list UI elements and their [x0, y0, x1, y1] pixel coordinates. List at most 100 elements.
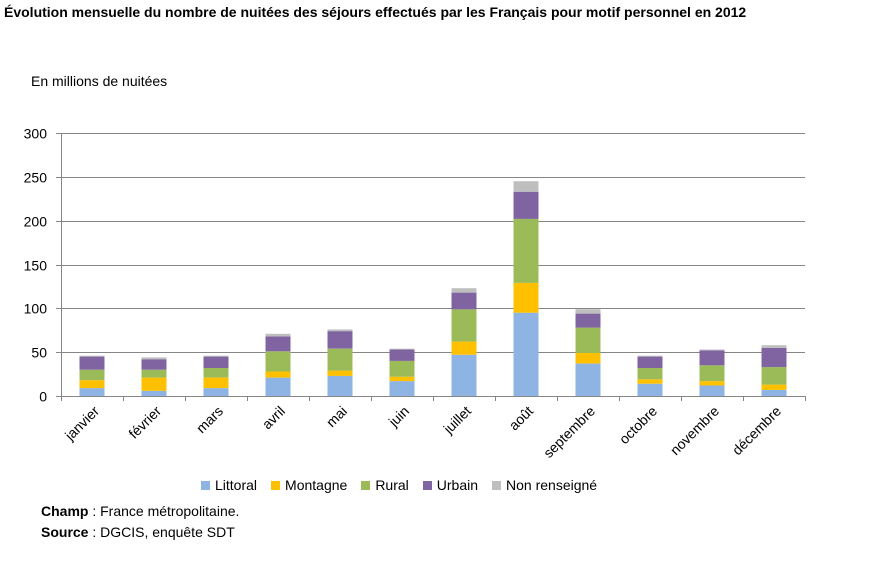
bar-segment [761, 367, 787, 385]
bar-segment [79, 355, 105, 357]
legend: Littoral Montagne Rural Urbain Non renseigné [201, 477, 611, 493]
y-tick-label: 100 [24, 301, 48, 317]
bar-segment [203, 377, 229, 389]
x-tick-label: juin [385, 403, 412, 430]
x-tick-label: décembre [729, 403, 784, 458]
bar-segment [761, 347, 787, 368]
footnotes: Champ : France métropolitaine. Source : … [41, 501, 239, 543]
bar-segment [451, 354, 477, 396]
bar-segment [637, 383, 663, 396]
bar-segment [79, 380, 105, 389]
bar-segment [389, 376, 415, 382]
gridlines [61, 133, 805, 353]
legend-label: Montagne [285, 477, 348, 493]
y-tick-label: 250 [24, 170, 48, 186]
bar-segment [451, 309, 477, 342]
legend-label: Littoral [215, 477, 258, 493]
legend-item: Urbain [422, 477, 479, 493]
bar-segment [637, 367, 663, 380]
bar-segment [265, 336, 291, 352]
champ-label: Champ [41, 503, 89, 519]
legend-swatch [422, 480, 432, 490]
bar-segment [637, 356, 663, 368]
bar-segment [513, 282, 539, 313]
y-tick-label: 0 [39, 389, 47, 405]
legend-item: Non renseigné [492, 477, 597, 493]
bar-segment [141, 377, 167, 391]
bar-segment [513, 312, 539, 396]
x-tick-label: janvier [61, 403, 102, 444]
legend-item: Montagne [271, 477, 347, 493]
x-tick-label: mai [323, 403, 350, 430]
legend-swatch [361, 480, 371, 490]
bar-segment [761, 389, 787, 396]
bar-segment [79, 356, 105, 370]
bar-segment [141, 369, 167, 378]
x-tick-label: septembre [540, 403, 598, 461]
bar-segment [327, 375, 353, 396]
y-tick-label: 200 [24, 214, 48, 230]
bar-segment [79, 388, 105, 396]
legend-swatch [201, 480, 210, 490]
bar-segment [575, 313, 601, 328]
bar-segment [389, 349, 415, 361]
bar-segment [513, 181, 539, 192]
bar-segment [141, 359, 167, 370]
bar-segment [513, 191, 539, 219]
bar-segment [265, 333, 291, 337]
legend-label: Non renseigné [506, 477, 598, 493]
bar-segment [575, 363, 601, 396]
bar-segment [141, 357, 167, 360]
y-tick-label: 150 [24, 258, 48, 274]
bar-segment [513, 218, 539, 283]
bar-segment [637, 379, 663, 384]
axes: 0 50 100 150 200 250 300 janvier février mars avri… [24, 126, 806, 461]
source-text: : DGCIS, enquête SDT [88, 524, 235, 540]
bar-segment [451, 292, 477, 310]
bar-segment [327, 370, 353, 376]
bar-segment [327, 331, 353, 349]
bar-segment [389, 348, 415, 350]
x-tick-label: juillet [440, 403, 475, 438]
x-tick-label: novembre [667, 403, 722, 458]
x-tick-label: octobre [616, 403, 660, 447]
legend-item: Littoral [201, 477, 257, 493]
x-tick-label: février [125, 403, 164, 442]
x-tick-label: mars [193, 403, 226, 436]
bar-segment [699, 381, 725, 386]
bar-segment [389, 360, 415, 377]
bar-segment [203, 367, 229, 378]
bar-segment [327, 329, 353, 332]
bar-segment [575, 353, 601, 364]
bar-segment [203, 356, 229, 368]
bar-segment [575, 309, 601, 314]
bar-segment [575, 327, 601, 353]
bar-segment [203, 355, 229, 357]
source-note: Source : DGCIS, enquête SDT [41, 522, 239, 543]
source-label: Source [41, 524, 89, 540]
bar-segment [265, 351, 291, 372]
bar-segment [699, 349, 725, 351]
champ-text: : France métropolitaine. [88, 503, 240, 519]
champ-note: Champ : France métropolitaine. [41, 501, 239, 522]
bar-segment [265, 371, 291, 378]
legend-item: Rural [361, 477, 409, 493]
bar-segment [265, 377, 291, 396]
legend-swatch [492, 480, 502, 490]
bar-segment [141, 390, 167, 396]
bar-segment [637, 355, 663, 357]
y-axis-unit-label: En millions de nuitées [31, 73, 168, 89]
bar-segment [451, 288, 477, 293]
legend-label: Rural [375, 477, 409, 493]
bar-segment [327, 348, 353, 371]
legend-swatch [271, 480, 281, 490]
bar-segment [203, 388, 229, 396]
chart-title: Évolution mensuelle du nombre de nuitées… [4, 4, 747, 20]
x-tick-label: août [506, 403, 537, 434]
legend-label: Urbain [436, 477, 479, 493]
bar-segment [79, 369, 105, 381]
bar-segment [761, 384, 787, 390]
bar-segment [699, 365, 725, 382]
bar-segment [451, 341, 477, 355]
